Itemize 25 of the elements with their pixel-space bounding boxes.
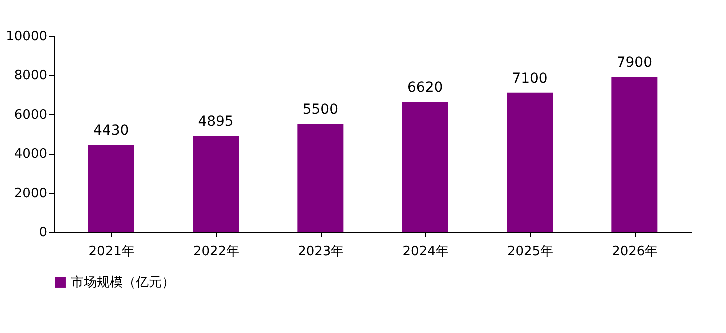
x-tick-label: 2026年: [612, 244, 658, 260]
bar: [298, 124, 344, 232]
y-tick-label: 4000: [14, 147, 48, 162]
x-tick-label: 2025年: [507, 244, 554, 260]
data-label: 4895: [198, 114, 234, 130]
x-tick-label: 2023年: [298, 244, 344, 260]
x-tick-label: 2021年: [88, 244, 135, 260]
data-label: 5500: [302, 102, 338, 118]
bar: [612, 77, 658, 232]
y-tick-label: 10000: [6, 30, 48, 44]
bar: [507, 92, 553, 232]
y-tick-label: 0: [39, 226, 48, 240]
bar: [193, 136, 239, 232]
y-tick-label: 6000: [14, 108, 48, 123]
data-label: 6620: [408, 80, 444, 96]
data-label: 7100: [512, 70, 548, 87]
data-label: 7900: [616, 55, 652, 72]
x-tick-label: 2022年: [193, 244, 240, 260]
x-tick-label: 2024年: [402, 244, 449, 260]
bar: [88, 145, 134, 232]
legend-label: 市场规模（亿元）: [71, 276, 175, 290]
data-label: 4430: [94, 123, 130, 140]
bar: [402, 102, 448, 232]
y-tick-label: 2000: [14, 186, 48, 202]
y-tick-label: 8000: [14, 68, 48, 84]
